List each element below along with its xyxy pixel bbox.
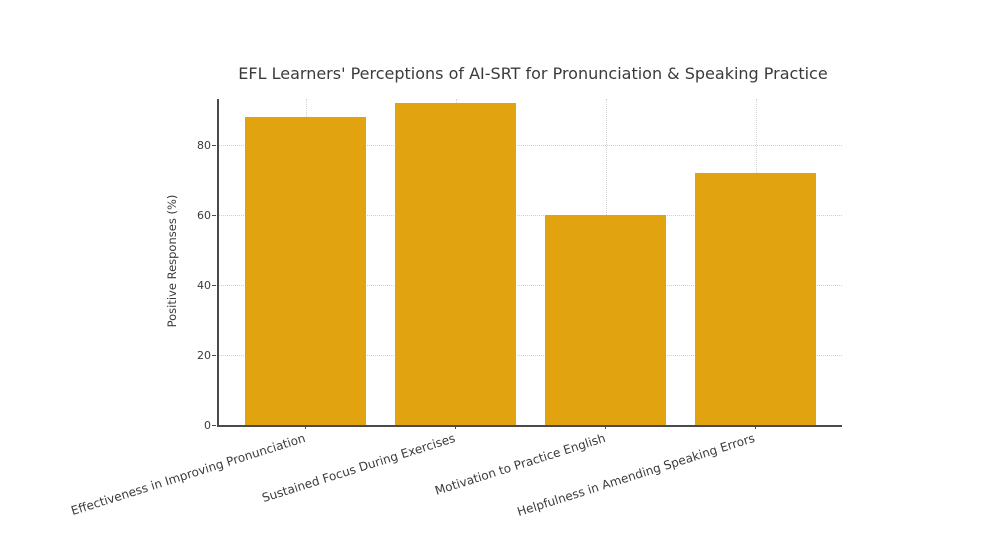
bar-1 bbox=[395, 103, 516, 425]
y-tick-mark-80 bbox=[212, 144, 216, 146]
x-tick-mark-1 bbox=[455, 425, 457, 429]
y-axis-label: Positive Responses (%) bbox=[165, 194, 179, 328]
x-tick-label-3: Helpfulness in Amending Speaking Errors bbox=[515, 431, 757, 520]
x-tick-mark-0 bbox=[305, 425, 307, 429]
x-tick-mark-2 bbox=[605, 425, 607, 429]
y-tick-label-60: 60 bbox=[197, 208, 211, 222]
plot-area: 0 20 40 60 80 Effectiveness in Improving Pro… bbox=[69, 99, 842, 519]
gridline-y-40 bbox=[217, 285, 842, 286]
bar-2 bbox=[545, 215, 666, 425]
bar-3 bbox=[695, 173, 816, 425]
y-tick-mark-0 bbox=[212, 424, 216, 426]
gridline-y-80 bbox=[217, 145, 842, 146]
x-tick-mark-3 bbox=[755, 425, 757, 429]
y-tick-mark-60 bbox=[212, 214, 216, 216]
y-tick-mark-40 bbox=[212, 284, 216, 286]
gridline-y-20 bbox=[217, 355, 842, 356]
y-tick-label-20: 20 bbox=[197, 348, 211, 362]
x-axis-line bbox=[217, 425, 842, 427]
gridline-y-60 bbox=[217, 215, 842, 216]
x-tick-label-0: Effectiveness in Improving Pronunciation bbox=[68, 431, 307, 518]
y-tick-mark-20 bbox=[212, 354, 216, 356]
y-axis-line bbox=[217, 99, 219, 425]
y-tick-label-0: 0 bbox=[204, 418, 211, 432]
y-tick-label-40: 40 bbox=[197, 278, 211, 292]
y-tick-label-80: 80 bbox=[197, 138, 211, 152]
chart-title: EFL Learners' Perceptions of AI-SRT for … bbox=[238, 64, 828, 83]
bar-0 bbox=[245, 117, 366, 425]
